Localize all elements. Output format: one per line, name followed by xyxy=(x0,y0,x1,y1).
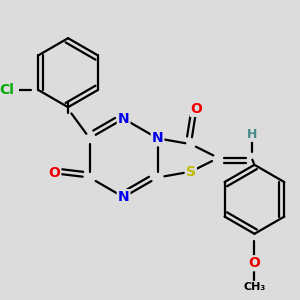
Text: N: N xyxy=(152,131,164,145)
Text: N: N xyxy=(118,112,129,126)
Text: CH₃: CH₃ xyxy=(243,282,266,292)
Text: S: S xyxy=(186,165,196,178)
Text: Cl: Cl xyxy=(0,83,14,97)
Text: O: O xyxy=(248,256,260,270)
Text: H: H xyxy=(246,128,257,141)
Text: O: O xyxy=(190,102,202,116)
Text: N: N xyxy=(118,190,129,204)
Text: O: O xyxy=(48,166,60,180)
